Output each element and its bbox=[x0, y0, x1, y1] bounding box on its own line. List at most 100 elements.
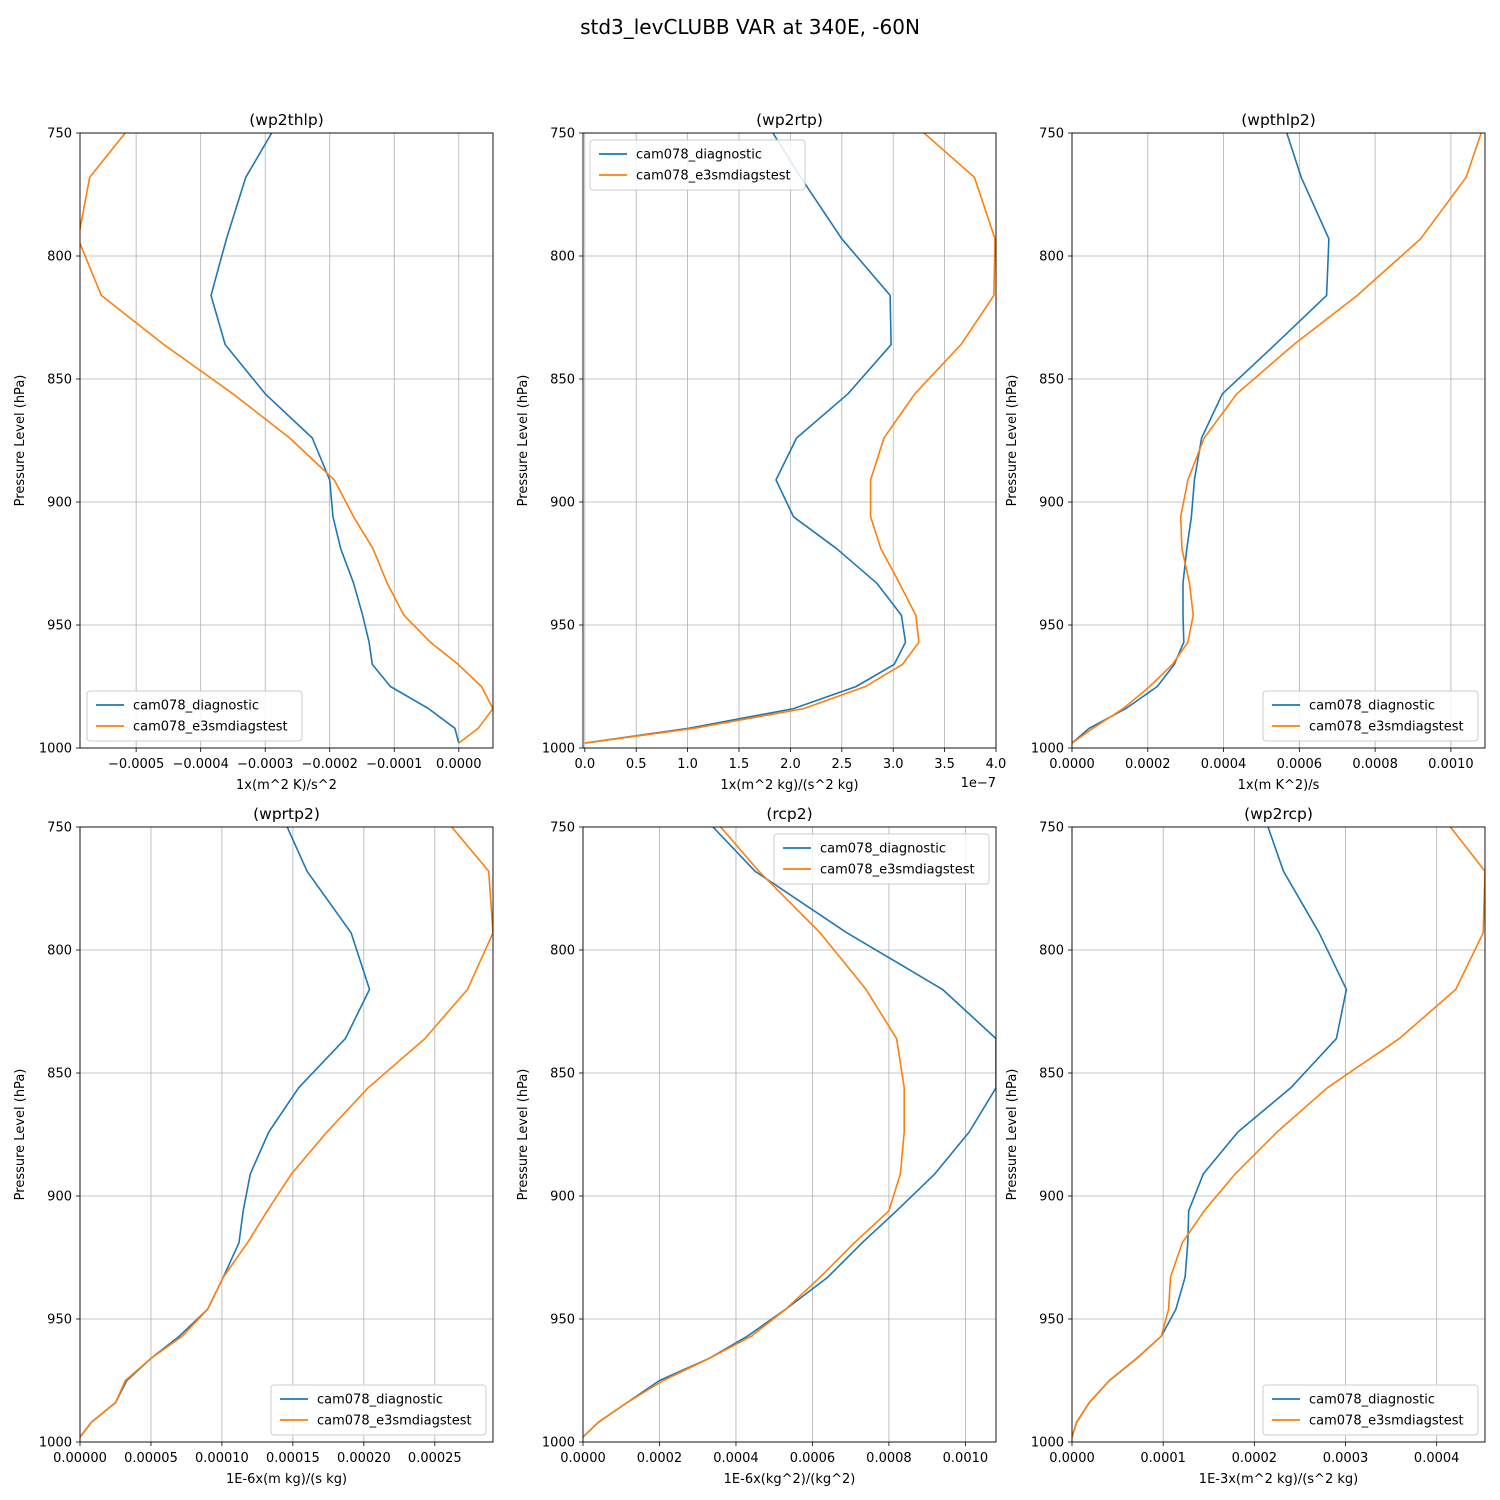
subplot-title: (wprtp2) bbox=[253, 805, 320, 823]
axes-frame bbox=[582, 826, 997, 1443]
x-tick-label: 0.0001 bbox=[1140, 1451, 1186, 1466]
x-tick-label: 0.0010 bbox=[943, 1451, 989, 1466]
x-tick-label: 1.0 bbox=[677, 757, 698, 772]
legend: cam078_diagnostic cam078_e3smdiagstest bbox=[86, 690, 303, 742]
subplot-wp2rcp: 0.0000 0.0001 0.0002 0.0003 0.0004 750 800 850 9… bbox=[1005, 805, 1486, 1487]
x-axis-label: 1E-6x(kg^2)/(kg^2) bbox=[724, 1472, 856, 1487]
legend: cam078_diagnostic cam078_e3smdiagstest bbox=[1262, 690, 1479, 742]
legend: cam078_diagnostic cam078_e3smdiagstest bbox=[589, 139, 806, 191]
x-tick-label: 0.0006 bbox=[790, 1451, 836, 1466]
series-line-cam078_diagnostic bbox=[1072, 827, 1348, 1438]
series-line-cam078_e3smdiagstest bbox=[1072, 133, 1482, 744]
y-tick-label: 950 bbox=[47, 619, 72, 634]
series-line-cam078_e3smdiagstest bbox=[583, 827, 906, 1438]
y-tick-label: 950 bbox=[1039, 1313, 1064, 1328]
y-tick-label: 850 bbox=[1039, 373, 1064, 388]
x-tick-label: 0.0006 bbox=[1277, 757, 1323, 772]
x-tick-label: 0.00020 bbox=[337, 1451, 391, 1466]
x-tick-label: 0.0002 bbox=[637, 1451, 683, 1466]
series-line-cam078_diagnostic bbox=[210, 133, 460, 744]
x-tick-label: −0.0004 bbox=[172, 757, 228, 772]
y-tick-label: 850 bbox=[1039, 1067, 1064, 1082]
x-tick-label: 0.0002 bbox=[1232, 1451, 1278, 1466]
y-tick-label: 750 bbox=[1039, 821, 1064, 836]
legend-box bbox=[270, 1384, 487, 1436]
y-tick-label: 900 bbox=[1039, 1190, 1064, 1205]
series-line-cam078_e3smdiagstest bbox=[80, 133, 493, 744]
legend-label: cam078_diagnostic bbox=[317, 1393, 443, 1408]
y-tick-label: 1000 bbox=[542, 1436, 575, 1451]
subplot-wpthlp2: 0.0000 0.0002 0.0004 0.0006 0.0008 0.0010 750 8… bbox=[1005, 111, 1486, 793]
subplot-wprtp2: 0.00000 0.00005 0.00010 0.00015 0.00020 0.000… bbox=[13, 805, 494, 1487]
subplot-title: (wp2thlp) bbox=[249, 111, 324, 129]
subplot-title: (wpthlp2) bbox=[1241, 111, 1316, 129]
y-tick-label: 750 bbox=[1039, 127, 1064, 142]
legend-label: cam078_e3smdiagstest bbox=[820, 863, 975, 878]
y-tick-label: 900 bbox=[47, 496, 72, 511]
y-tick-label: 900 bbox=[47, 1190, 72, 1205]
x-tick-label: 0.0008 bbox=[866, 1451, 912, 1466]
x-tick-label: 0.0000 bbox=[560, 1451, 606, 1466]
axes-frame bbox=[79, 132, 494, 749]
x-tick-label: 0.0000 bbox=[1049, 1451, 1095, 1466]
x-tick-label: 0.00015 bbox=[266, 1451, 320, 1466]
y-tick-label: 750 bbox=[550, 821, 575, 836]
y-tick-label: 900 bbox=[550, 1190, 575, 1205]
series-line-cam078_diagnostic bbox=[80, 827, 371, 1438]
y-axis-label: Pressure Level (hPa) bbox=[1005, 375, 1020, 507]
y-tick-label: 1000 bbox=[542, 742, 575, 757]
x-tick-label: 0.0004 bbox=[1414, 1451, 1460, 1466]
legend-label: cam078_e3smdiagstest bbox=[636, 169, 791, 184]
x-offset-label: 1e−7 bbox=[961, 776, 996, 791]
series-line-cam078_diagnostic bbox=[584, 133, 907, 744]
y-tick-label: 800 bbox=[550, 250, 575, 265]
x-tick-label: 0.0 bbox=[574, 757, 595, 772]
y-tick-label: 850 bbox=[47, 1067, 72, 1082]
y-tick-label: 800 bbox=[47, 250, 72, 265]
y-tick-label: 900 bbox=[1039, 496, 1064, 511]
y-tick-label: 950 bbox=[550, 1313, 575, 1328]
y-tick-label: 950 bbox=[1039, 619, 1064, 634]
x-tick-label: 1.5 bbox=[729, 757, 750, 772]
y-tick-label: 800 bbox=[1039, 250, 1064, 265]
y-tick-label: 900 bbox=[550, 496, 575, 511]
x-axis-label: 1E-3x(m^2 kg)/(s^2 kg) bbox=[1199, 1472, 1358, 1487]
legend-label: cam078_e3smdiagstest bbox=[317, 1414, 472, 1429]
x-tick-label: 0.0004 bbox=[1201, 757, 1247, 772]
x-tick-label: −0.0005 bbox=[108, 757, 164, 772]
legend-label: cam078_diagnostic bbox=[636, 148, 762, 163]
series-line-cam078_diagnostic bbox=[1072, 133, 1330, 744]
x-tick-label: 3.0 bbox=[883, 757, 904, 772]
y-tick-label: 750 bbox=[550, 127, 575, 142]
legend: cam078_diagnostic cam078_e3smdiagstest bbox=[270, 1384, 487, 1436]
y-axis-label: Pressure Level (hPa) bbox=[516, 1069, 531, 1201]
legend: cam078_diagnostic cam078_e3smdiagstest bbox=[1262, 1384, 1479, 1436]
legend-box bbox=[773, 833, 990, 885]
x-tick-label: −0.0003 bbox=[237, 757, 293, 772]
y-tick-label: 750 bbox=[47, 127, 72, 142]
subplot-wp2thlp: −0.0005 −0.0004 −0.0003 −0.0002 −0.0001 0.000… bbox=[13, 111, 494, 793]
y-tick-label: 1000 bbox=[1031, 742, 1064, 757]
axes-frame bbox=[1071, 132, 1486, 749]
legend-box bbox=[1262, 1384, 1479, 1436]
x-tick-label: 4.0 bbox=[986, 757, 1007, 772]
x-tick-label: 0.00010 bbox=[195, 1451, 249, 1466]
x-tick-label: 0.0000 bbox=[436, 757, 482, 772]
series-line-cam078_e3smdiagstest bbox=[80, 827, 493, 1438]
x-axis-label: 1x(m^2 kg)/(s^2 kg) bbox=[720, 778, 858, 793]
x-tick-label: −0.0001 bbox=[366, 757, 422, 772]
x-tick-label: 0.0002 bbox=[1125, 757, 1171, 772]
y-tick-label: 750 bbox=[47, 821, 72, 836]
axes-frame bbox=[79, 826, 494, 1443]
subplot-rcp2: 0.0000 0.0002 0.0004 0.0006 0.0008 0.0010 750 8… bbox=[516, 805, 997, 1487]
y-axis-label: Pressure Level (hPa) bbox=[1005, 1069, 1020, 1201]
axes-frame bbox=[582, 132, 997, 749]
subplot-wp2rtp: 0.0 0.5 1.0 1.5 2.0 2.5 3.0 3.5 4.0 750 800 850 900 9… bbox=[516, 111, 1006, 793]
legend-box bbox=[86, 690, 303, 742]
x-tick-label: −0.0002 bbox=[302, 757, 358, 772]
y-tick-label: 1000 bbox=[1031, 1436, 1064, 1451]
x-tick-label: 3.5 bbox=[934, 757, 955, 772]
x-axis-label: 1x(m^2 K)/s^2 bbox=[236, 778, 337, 793]
x-tick-label: 2.5 bbox=[831, 757, 852, 772]
x-tick-label: 2.0 bbox=[780, 757, 801, 772]
